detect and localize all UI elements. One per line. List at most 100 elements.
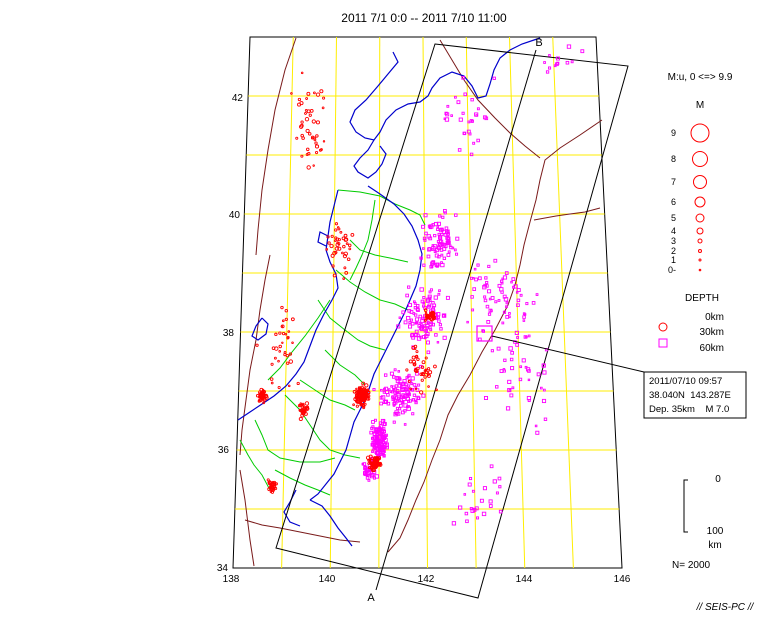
- earthquake-marker: [516, 336, 519, 339]
- earthquake-marker: [542, 388, 546, 392]
- earthquake-marker: [428, 321, 434, 326]
- earthquake-marker: [383, 421, 387, 426]
- earthquake-marker: [408, 324, 413, 329]
- earthquake-marker: [407, 405, 411, 408]
- lat-tick-label: 34: [217, 563, 229, 574]
- earthquake-marker: [522, 315, 526, 319]
- earthquake-marker: [370, 426, 374, 430]
- earthquake-marker: [410, 321, 415, 326]
- earthquake-marker: [465, 519, 469, 524]
- earthquake-marker: [300, 71, 304, 75]
- earthquake-marker: [374, 427, 378, 431]
- earthquake-marker: [543, 417, 548, 421]
- earthquake-marker: [299, 101, 304, 106]
- earthquake-marker: [411, 412, 415, 416]
- earthquake-marker: [505, 305, 508, 309]
- earthquake-marker: [408, 303, 412, 308]
- earthquake-marker: [371, 420, 375, 424]
- earthquake-marker: [438, 323, 442, 327]
- earthquake-marker: [422, 296, 426, 300]
- earthquake-marker: [367, 462, 370, 465]
- earthquake-marker: [357, 391, 361, 395]
- earthquake-marker: [476, 263, 480, 267]
- earthquake-marker: [331, 264, 335, 268]
- earthquake-marker: [488, 499, 493, 504]
- earthquake-marker: [296, 381, 300, 386]
- earthquake-marker: [405, 293, 409, 298]
- earthquake-marker: [421, 360, 426, 365]
- earthquake-marker: [411, 345, 416, 350]
- earthquake-marker: [403, 403, 408, 408]
- earthquake-marker: [481, 511, 487, 517]
- earthquake-marker: [374, 474, 380, 479]
- earthquake-marker: [415, 307, 420, 312]
- earthquake-marker: [370, 474, 374, 479]
- earthquake-marker: [366, 470, 372, 475]
- earthquake-marker: [392, 375, 396, 379]
- earthquake-marker: [377, 456, 382, 461]
- earthquake-marker: [335, 242, 340, 247]
- earthquake-marker: [467, 482, 472, 487]
- earthquake-marker: [343, 266, 347, 270]
- earthquake-marker: [304, 412, 308, 416]
- earthquake-marker: [270, 482, 275, 487]
- lon-tick-label: 138: [223, 574, 240, 585]
- earthquake-marker: [255, 394, 260, 398]
- earthquake-marker: [423, 369, 427, 373]
- earthquake-marker: [342, 254, 348, 259]
- earthquake-marker: [319, 89, 324, 94]
- earthquake-marker: [326, 235, 330, 239]
- earthquake-marker: [281, 332, 286, 336]
- earthquake-marker: [362, 388, 367, 393]
- earthquake-marker: [277, 359, 280, 363]
- earthquake-marker: [434, 262, 439, 268]
- earthquake-marker: [341, 251, 344, 255]
- earthquake-marker: [503, 358, 507, 362]
- magnitude-legend-symbol: [696, 227, 704, 235]
- earthquake-marker: [442, 314, 446, 318]
- earthquake-marker: [438, 289, 441, 293]
- earthquake-marker: [311, 119, 316, 124]
- earthquake-marker: [368, 459, 372, 462]
- earthquake-marker: [291, 341, 294, 344]
- earthquake-marker: [446, 104, 450, 108]
- earthquake-marker: [431, 246, 436, 251]
- earthquake-marker: [409, 387, 412, 391]
- earthquake-marker: [513, 284, 518, 289]
- pref-boundary: [299, 379, 356, 411]
- earthquake-marker: [555, 56, 560, 61]
- lon-tick-label: 146: [614, 574, 631, 585]
- earthquake-marker: [458, 117, 463, 122]
- earthquake-marker: [492, 76, 496, 80]
- earthquake-marker: [342, 244, 346, 249]
- earthquake-marker: [298, 416, 303, 422]
- earthquake-marker: [369, 430, 373, 435]
- earthquake-marker: [405, 393, 410, 398]
- earthquake-marker: [280, 305, 284, 310]
- earthquake-marker: [425, 340, 430, 345]
- earthquake-marker: [286, 336, 290, 340]
- earthquake-marker: [487, 264, 491, 268]
- earthquake-marker: [446, 241, 450, 245]
- earthquake-marker: [395, 389, 400, 393]
- earthquake-marker: [425, 298, 430, 303]
- earthquake-marker: [485, 284, 489, 288]
- earthquake-marker: [378, 450, 383, 455]
- earthquake-marker: [278, 344, 282, 349]
- earthquake-marker: [493, 258, 498, 263]
- earthquake-marker: [263, 393, 269, 398]
- earthquake-marker: [365, 476, 370, 480]
- earthquake-marker: [304, 112, 307, 115]
- earthquake-marker: [489, 464, 494, 469]
- earthquake-marker: [419, 256, 423, 260]
- earthquake-marker: [469, 152, 474, 157]
- earthquake-marker: [412, 393, 417, 397]
- japan-sea-line: [239, 254, 271, 456]
- earthquake-marker: [392, 420, 396, 424]
- earthquake-marker: [419, 335, 423, 339]
- pref-boundary: [337, 189, 426, 226]
- oga-peninsula: [317, 231, 329, 247]
- earthquake-marker: [295, 136, 299, 140]
- earthquake-marker: [521, 358, 526, 363]
- earthquake-marker: [488, 308, 493, 313]
